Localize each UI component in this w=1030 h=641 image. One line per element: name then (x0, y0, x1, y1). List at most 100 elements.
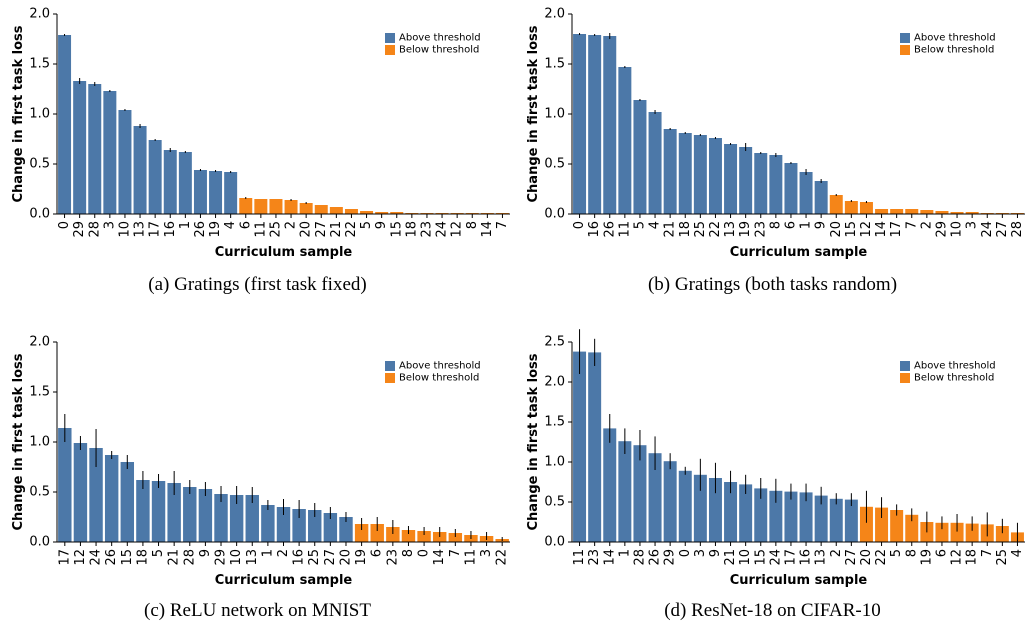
legend-swatch-above (385, 361, 395, 371)
bar (633, 445, 647, 542)
bar (829, 195, 843, 214)
x-tick-label: 26 (193, 221, 208, 238)
bar (573, 351, 587, 542)
x-tick-label: 12 (859, 221, 874, 238)
bar (693, 474, 707, 542)
y-tick-label: 0.5 (544, 495, 565, 510)
bar (708, 138, 722, 214)
bar (678, 133, 692, 214)
x-tick-label: 19 (208, 221, 223, 238)
x-tick-label: 7 (495, 221, 510, 229)
x-tick-label: 10 (117, 221, 132, 238)
bar (344, 209, 358, 214)
y-axis-title: Change in first task loss (526, 25, 541, 202)
x-tick-label: 26 (648, 549, 663, 566)
x-tick-label: 3 (102, 221, 117, 229)
bar (163, 150, 177, 214)
y-tick-label: 0.0 (29, 207, 50, 222)
bar (88, 84, 102, 214)
bar (224, 172, 238, 214)
chart-b: 0 16 26 11 5 4 21 18 25 22 13 19 23 8 6 1 9 20 15 12 14 17 7 2 2… (526, 7, 1025, 260)
x-tick-label: 16 (587, 221, 602, 238)
x-tick-label: 14 (432, 549, 447, 566)
x-tick-label: 1 (799, 221, 814, 229)
bar (678, 470, 692, 542)
x-tick-label: 28 (1010, 221, 1025, 238)
bar (329, 207, 343, 214)
y-tick-label: 1.0 (29, 435, 50, 450)
x-tick-label: 27 (314, 221, 329, 238)
chart-c: 17 12 24 26 15 18 5 21 28 9 29 10 13 1 2 16 25 27 20 19 6 23 8… (11, 335, 510, 588)
bar (167, 483, 181, 542)
x-tick-label: 26 (104, 549, 119, 566)
x-tick-label: 11 (617, 221, 632, 238)
legend-label-above: Above threshold (914, 33, 996, 44)
x-tick-label: 21 (167, 549, 182, 566)
x-axis-title: Curriculum sample (215, 245, 353, 260)
x-tick-label: 16 (163, 221, 178, 238)
x-tick-label: 18 (678, 221, 693, 238)
y-axis-title: Change in first task loss (11, 25, 26, 202)
y-tick-label: 2.0 (544, 7, 565, 22)
x-tick-label: 19 (919, 549, 934, 566)
x-tick-label: 14 (602, 549, 617, 566)
x-tick-label: 23 (753, 221, 768, 238)
x-tick-label: 20 (299, 221, 314, 238)
y-tick-label: 2.0 (29, 7, 50, 22)
bar (299, 203, 313, 214)
y-tick-label: 1.5 (544, 415, 565, 430)
bar (633, 100, 647, 214)
bar (133, 126, 147, 214)
legend-swatch-above (385, 33, 395, 43)
y-tick-label: 2.5 (544, 335, 565, 350)
bar (920, 210, 934, 214)
y-tick-label: 0.5 (544, 157, 565, 172)
bar (183, 487, 197, 542)
x-tick-label: 7 (980, 549, 995, 557)
bar (339, 517, 353, 542)
x-tick-label: 9 (198, 549, 213, 557)
bar (965, 523, 979, 542)
bar (739, 147, 753, 214)
bar (814, 495, 828, 542)
x-tick-label: 0 (57, 221, 72, 229)
x-tick-label: 18 (965, 549, 980, 566)
x-tick-label: 13 (245, 549, 260, 566)
x-tick-label: 4 (223, 221, 238, 229)
x-tick-label: 22 (344, 221, 359, 238)
bar (859, 202, 873, 214)
bar (814, 181, 828, 214)
x-tick-label: 27 (323, 549, 338, 566)
bar (118, 110, 132, 214)
y-tick-label: 0.0 (544, 535, 565, 550)
x-tick-label: 29 (663, 549, 678, 566)
x-tick-label: 28 (632, 549, 647, 566)
x-tick-label: 18 (404, 221, 419, 238)
bar (708, 478, 722, 542)
bar (73, 443, 88, 542)
bar (965, 212, 979, 214)
x-tick-label: 29 (72, 221, 87, 238)
bar (603, 428, 617, 542)
bar (890, 209, 904, 214)
x-tick-label: 28 (182, 549, 197, 566)
x-axis-title: Curriculum sample (215, 573, 353, 588)
legend-label-above: Above threshold (399, 33, 481, 44)
x-tick-label: 11 (572, 549, 587, 566)
x-tick-label: 15 (389, 221, 404, 238)
x-tick-label: 2 (919, 221, 934, 229)
bar (284, 200, 298, 214)
legend-swatch-below (385, 45, 395, 55)
bar (905, 514, 919, 542)
legend-swatch-above (900, 33, 910, 43)
y-tick-label: 1.5 (29, 385, 50, 400)
bar (799, 492, 813, 542)
x-tick-label: 4 (1010, 549, 1025, 557)
y-tick-label: 0.5 (29, 485, 50, 500)
y-tick-label: 0.0 (29, 535, 50, 550)
bar (198, 489, 213, 542)
legend-swatch-above (900, 361, 910, 371)
bar (103, 91, 117, 214)
x-tick-label: 4 (648, 221, 663, 229)
caption-b: (b) Gratings (both tasks random) (647, 274, 898, 295)
